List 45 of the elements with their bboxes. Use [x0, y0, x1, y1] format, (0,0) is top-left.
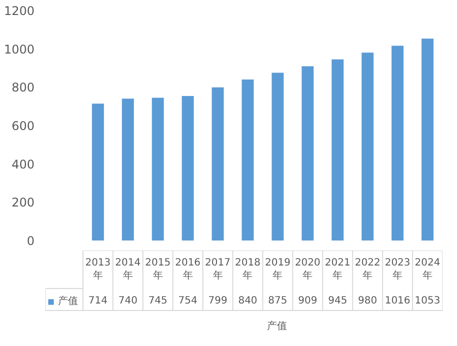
- data-label: 840: [238, 296, 258, 306]
- data-label: 875: [268, 296, 288, 306]
- data-label: 754: [178, 296, 198, 306]
- x-tick-label: 2017年: [205, 258, 231, 282]
- data-label: 745: [148, 296, 168, 306]
- x-tick-label: 2015年: [145, 258, 171, 282]
- bar: [392, 46, 404, 240]
- bar: [152, 98, 164, 240]
- bar: [182, 96, 194, 240]
- x-tick-label: 2013年: [85, 258, 111, 282]
- data-label: 799: [208, 296, 228, 306]
- bar: [422, 38, 434, 240]
- bar: [332, 59, 344, 240]
- x-tick-label: 2023年: [384, 258, 410, 282]
- y-tick-label: 1000: [4, 42, 35, 56]
- data-label: 714: [88, 296, 108, 306]
- bar: [302, 66, 314, 240]
- y-tick-label: 800: [12, 80, 34, 95]
- data-label: 1016: [384, 296, 410, 306]
- data-label: 1053: [414, 296, 440, 306]
- bar: [272, 72, 284, 240]
- data-label: 740: [118, 296, 138, 306]
- x-tick-label: 2014年: [115, 258, 141, 282]
- x-tick-label: 2024年: [414, 258, 440, 282]
- bar: [212, 87, 224, 240]
- data-label: 909: [298, 296, 318, 306]
- x-tick-label: 2018年: [235, 258, 260, 282]
- bar: [122, 98, 134, 240]
- data-label: 945: [328, 296, 348, 306]
- data-label: 980: [358, 296, 378, 306]
- x-tick-label: 2019年: [264, 258, 290, 282]
- bar: [92, 104, 104, 240]
- y-tick-label: 0: [26, 234, 35, 248]
- y-tick-label: 200: [12, 196, 34, 210]
- legend-label: 产值: [58, 294, 78, 308]
- x-tick-label: 2016年: [175, 258, 201, 282]
- y-tick-label: 1200: [4, 4, 35, 18]
- x-tick-label: 2020年: [294, 258, 320, 282]
- x-tick-label: 2021年: [324, 258, 350, 282]
- bar: [362, 52, 374, 240]
- y-tick-label: 400: [12, 157, 34, 172]
- bar: [242, 80, 254, 240]
- x-tick-label: 2022年: [354, 258, 380, 282]
- y-tick-label: 600: [12, 119, 34, 133]
- text: 产值: [266, 321, 287, 332]
